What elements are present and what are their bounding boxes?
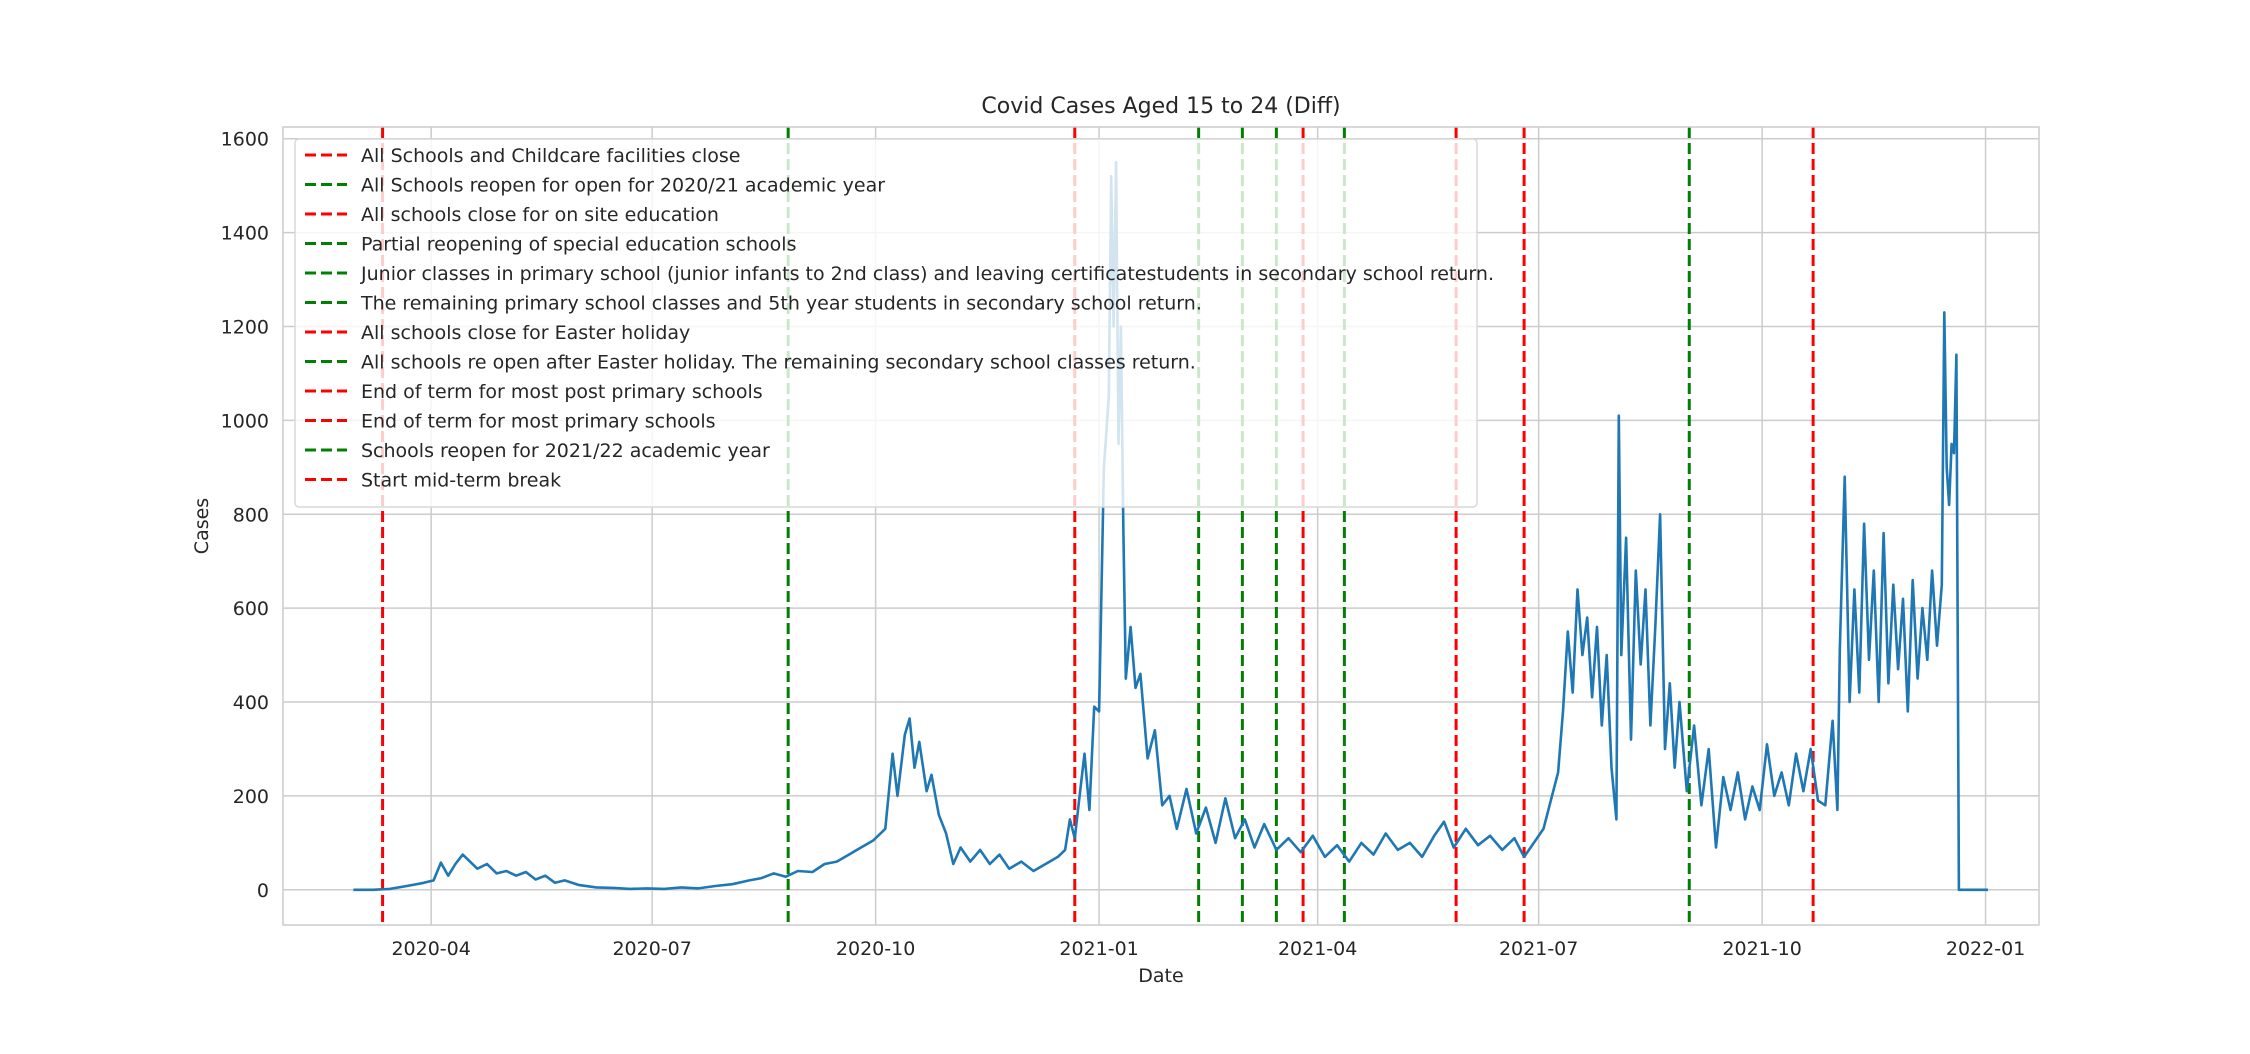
legend-box	[294, 138, 1478, 508]
y-tick-label: 400	[233, 692, 269, 714]
x-axis-label: Date	[1138, 965, 1183, 987]
legend-label: End of term for most post primary school…	[361, 381, 763, 403]
y-tick-label: 800	[233, 504, 269, 526]
plot-frame	[282, 126, 2040, 926]
x-tick-label: 2020-07	[612, 938, 691, 960]
y-tick-label: 1000	[221, 410, 269, 432]
legend-label: The remaining primary school classes and…	[360, 293, 1202, 315]
legend-label: All Schools reopen for open for 2020/21 …	[361, 175, 885, 197]
series-line	[353, 160, 1988, 892]
legend-label: All schools close for on site education	[361, 204, 719, 226]
legend: All Schools and Childcare facilities clo…	[294, 138, 1494, 508]
x-tick-label: 2021-07	[1499, 938, 1578, 960]
legend-label: All schools close for Easter holiday	[361, 322, 690, 344]
x-tick-label: 2021-04	[1278, 938, 1357, 960]
y-tick-label: 600	[233, 598, 269, 620]
y-tick-label: 0	[257, 880, 269, 902]
series-layer	[353, 160, 1988, 892]
x-tick-label: 2020-10	[836, 938, 915, 960]
y-tick-label: 1600	[221, 129, 269, 151]
legend-label: Start mid-term break	[361, 470, 561, 492]
chart-title: Covid Cases Aged 15 to 24 (Diff)	[981, 94, 1340, 119]
y-tick-label: 200	[233, 786, 269, 808]
x-tick-label: 2022-01	[1946, 938, 2025, 960]
legend-label: Junior classes in primary school (junior…	[360, 263, 1494, 285]
y-tick-label: 1200	[221, 317, 269, 339]
y-axis-label: Cases	[191, 498, 213, 554]
x-tick-label: 2021-10	[1722, 938, 1801, 960]
legend-label: All schools re open after Easter holiday…	[361, 352, 1196, 374]
x-tick-label: 2020-04	[391, 938, 470, 960]
x-tick-label: 2021-01	[1059, 938, 1138, 960]
legend-label: Schools reopen for 2021/22 academic year	[361, 440, 770, 462]
tick-labels: 0 200 400 600 800 1000 1200 1400 1600 2020-04 2020…	[221, 129, 2026, 960]
legend-label: Partial reopening of special education s…	[361, 234, 797, 256]
legend-label: All Schools and Childcare facilities clo…	[361, 145, 740, 167]
y-tick-label: 1400	[221, 223, 269, 245]
legend-label: End of term for most primary schools	[361, 411, 716, 433]
